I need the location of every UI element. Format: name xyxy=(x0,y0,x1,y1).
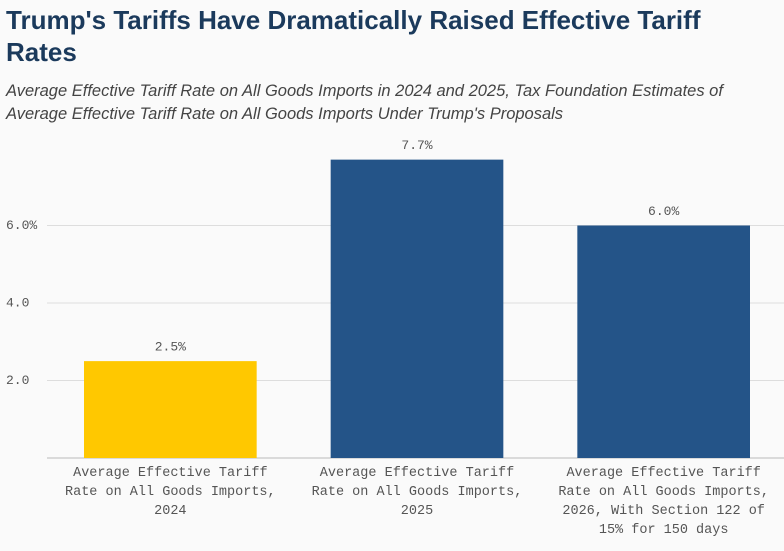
chart-title: Trump's Tariffs Have Dramatically Raised… xyxy=(6,5,701,67)
value-label: 7.7% xyxy=(401,138,432,153)
y-tick-label: 6.0% xyxy=(6,218,37,233)
bar xyxy=(84,361,257,458)
chart-subtitle: Average Effective Tariff Rate on All Goo… xyxy=(6,82,723,123)
x-tick-label: Average Effective Tariff Rate on All Goo… xyxy=(558,466,769,538)
x-tick-label: Average Effective Tariff Rate on All Goo… xyxy=(311,466,523,519)
y-tick-label: 4.0 xyxy=(6,295,29,310)
value-label: 6.0% xyxy=(648,204,679,219)
x-tick-label: Average Effective Tariff Rate on All Goo… xyxy=(65,466,276,519)
value-label: 2.5% xyxy=(155,340,186,355)
y-tick-label: 2.0 xyxy=(6,373,29,388)
bar xyxy=(577,225,750,458)
bar xyxy=(330,159,504,458)
